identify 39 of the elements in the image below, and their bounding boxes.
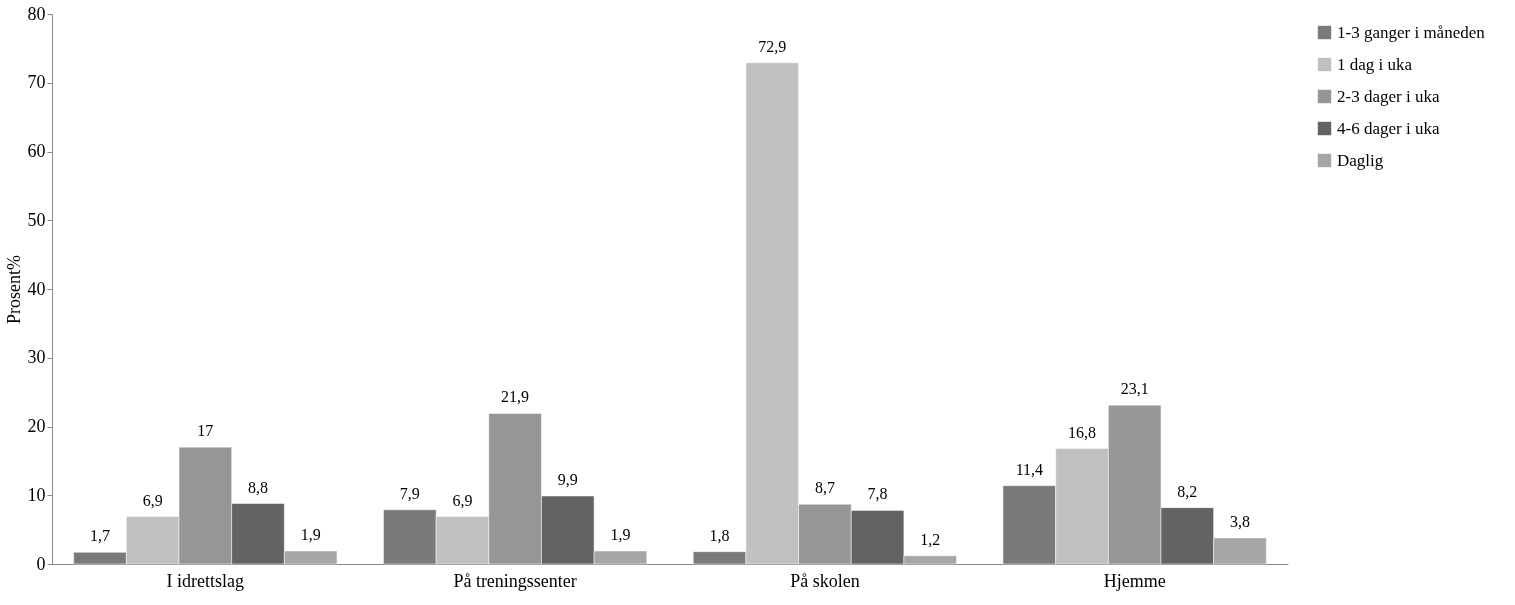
legend-label: 4-6 dager i uka bbox=[1337, 118, 1440, 138]
y-tick-label: 0 bbox=[36, 553, 46, 574]
data-label: 7,8 bbox=[867, 485, 888, 503]
data-label: 7,9 bbox=[399, 484, 420, 502]
y-tick-label: 80 bbox=[27, 3, 46, 24]
data-label: 9,9 bbox=[557, 470, 578, 488]
data-label: 72,9 bbox=[758, 37, 787, 55]
data-label: 16,8 bbox=[1068, 423, 1096, 441]
y-tick-label: 30 bbox=[27, 347, 46, 368]
y-tick-label: 10 bbox=[27, 484, 46, 505]
x-tick-label: På treningssenter bbox=[453, 570, 577, 591]
x-tick-label: I idrettslag bbox=[166, 570, 245, 591]
data-label: 1,7 bbox=[90, 527, 111, 545]
data-label: 8,8 bbox=[248, 478, 268, 496]
y-axis-title: Prosent% bbox=[3, 255, 24, 324]
data-label: 1,2 bbox=[920, 530, 941, 548]
data-label: 8,7 bbox=[814, 479, 835, 497]
data-label: 17 bbox=[197, 422, 214, 440]
legend-label: 1-3 ganger i måneden bbox=[1337, 22, 1486, 42]
data-label: 6,9 bbox=[142, 491, 163, 509]
data-label: 8,2 bbox=[1177, 482, 1198, 500]
legend-label: Daglig bbox=[1337, 150, 1384, 170]
x-tick-label: Hjemme bbox=[1103, 570, 1166, 591]
data-label: 1,8 bbox=[709, 526, 730, 544]
data-label: 21,9 bbox=[501, 388, 530, 406]
legend-label: 1 dag i uka bbox=[1337, 54, 1413, 74]
data-label: 11,4 bbox=[1015, 460, 1044, 478]
data-label: 1,9 bbox=[300, 525, 321, 543]
legend-label: 2-3 dager i uka bbox=[1337, 86, 1440, 106]
y-tick-label: 70 bbox=[27, 72, 46, 93]
x-tick-label: På skolen bbox=[790, 570, 860, 591]
data-label: 3,8 bbox=[1229, 512, 1250, 530]
y-tick-label: 50 bbox=[27, 209, 46, 230]
y-tick-label: 20 bbox=[27, 416, 46, 436]
data-label: 23,1 bbox=[1120, 380, 1149, 398]
data-label: 1,9 bbox=[610, 525, 631, 543]
data-label: 6,9 bbox=[452, 491, 473, 509]
y-tick-label: 60 bbox=[27, 141, 46, 161]
y-tick-label: 40 bbox=[27, 278, 46, 299]
